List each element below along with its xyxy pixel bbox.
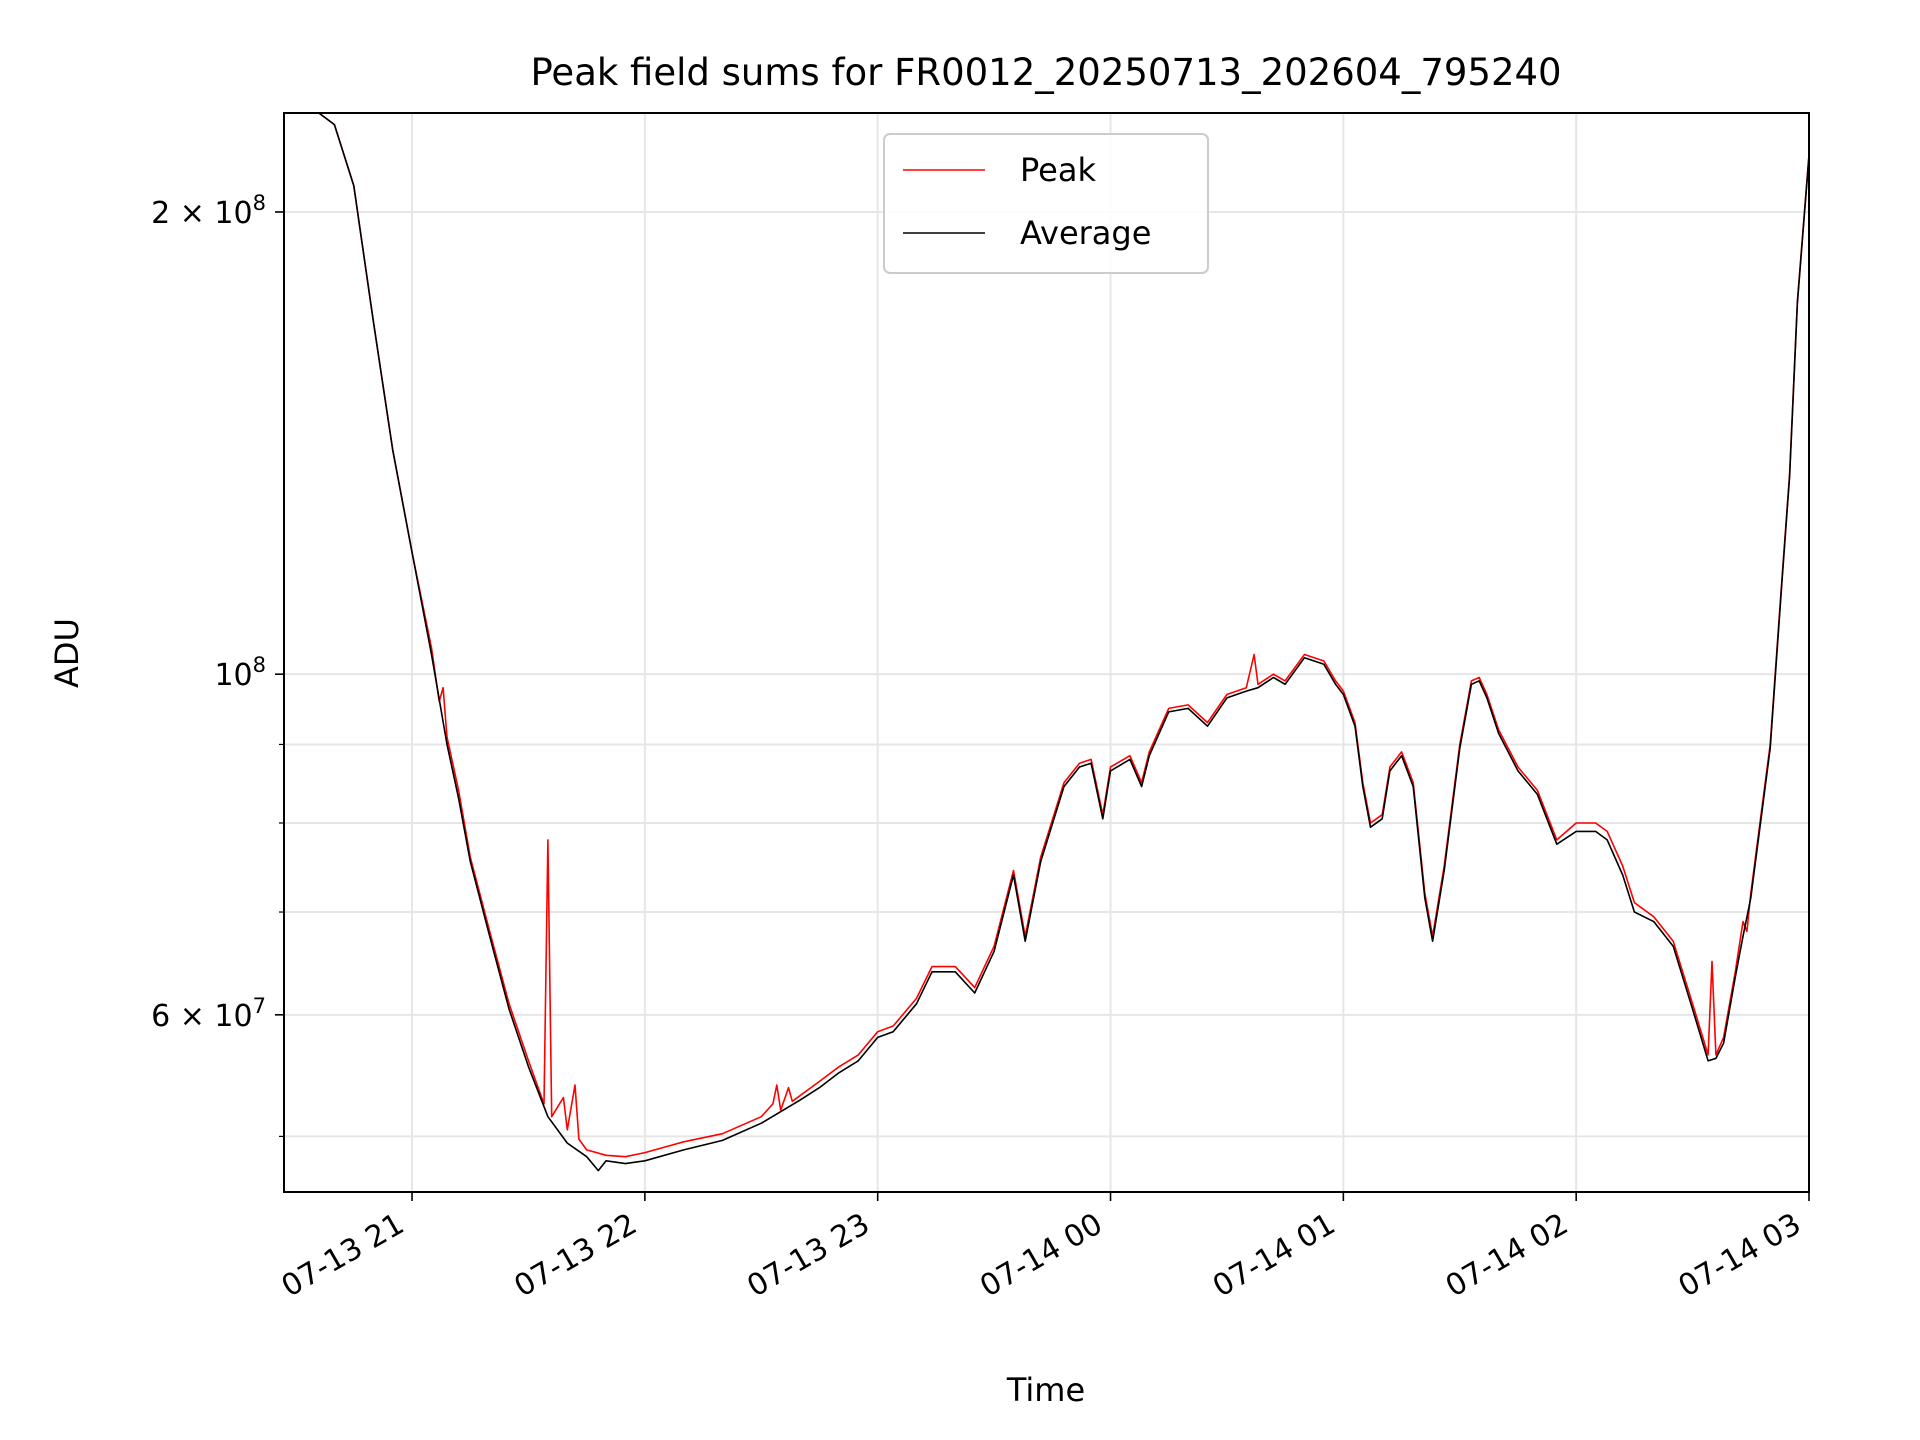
y-tick-label: 6 × 107 [151, 994, 266, 1034]
x-axis-label: Time [1006, 1371, 1085, 1409]
chart-title: Peak field sums for FR0012_20250713_2026… [530, 51, 1561, 94]
legend-average-label: Average [1020, 214, 1151, 252]
legend: Peak Average [883, 133, 1209, 274]
series-line-peak [284, 113, 1809, 1158]
legend-peak-label: Peak [1020, 151, 1096, 189]
series-layer [284, 113, 1809, 1172]
y-tick-label: 2 × 108 [151, 191, 266, 231]
series-line-average [284, 113, 1809, 1172]
plot-frame [283, 112, 1810, 1193]
y-axis-label: ADU [48, 618, 86, 688]
legend-box [883, 133, 1209, 274]
